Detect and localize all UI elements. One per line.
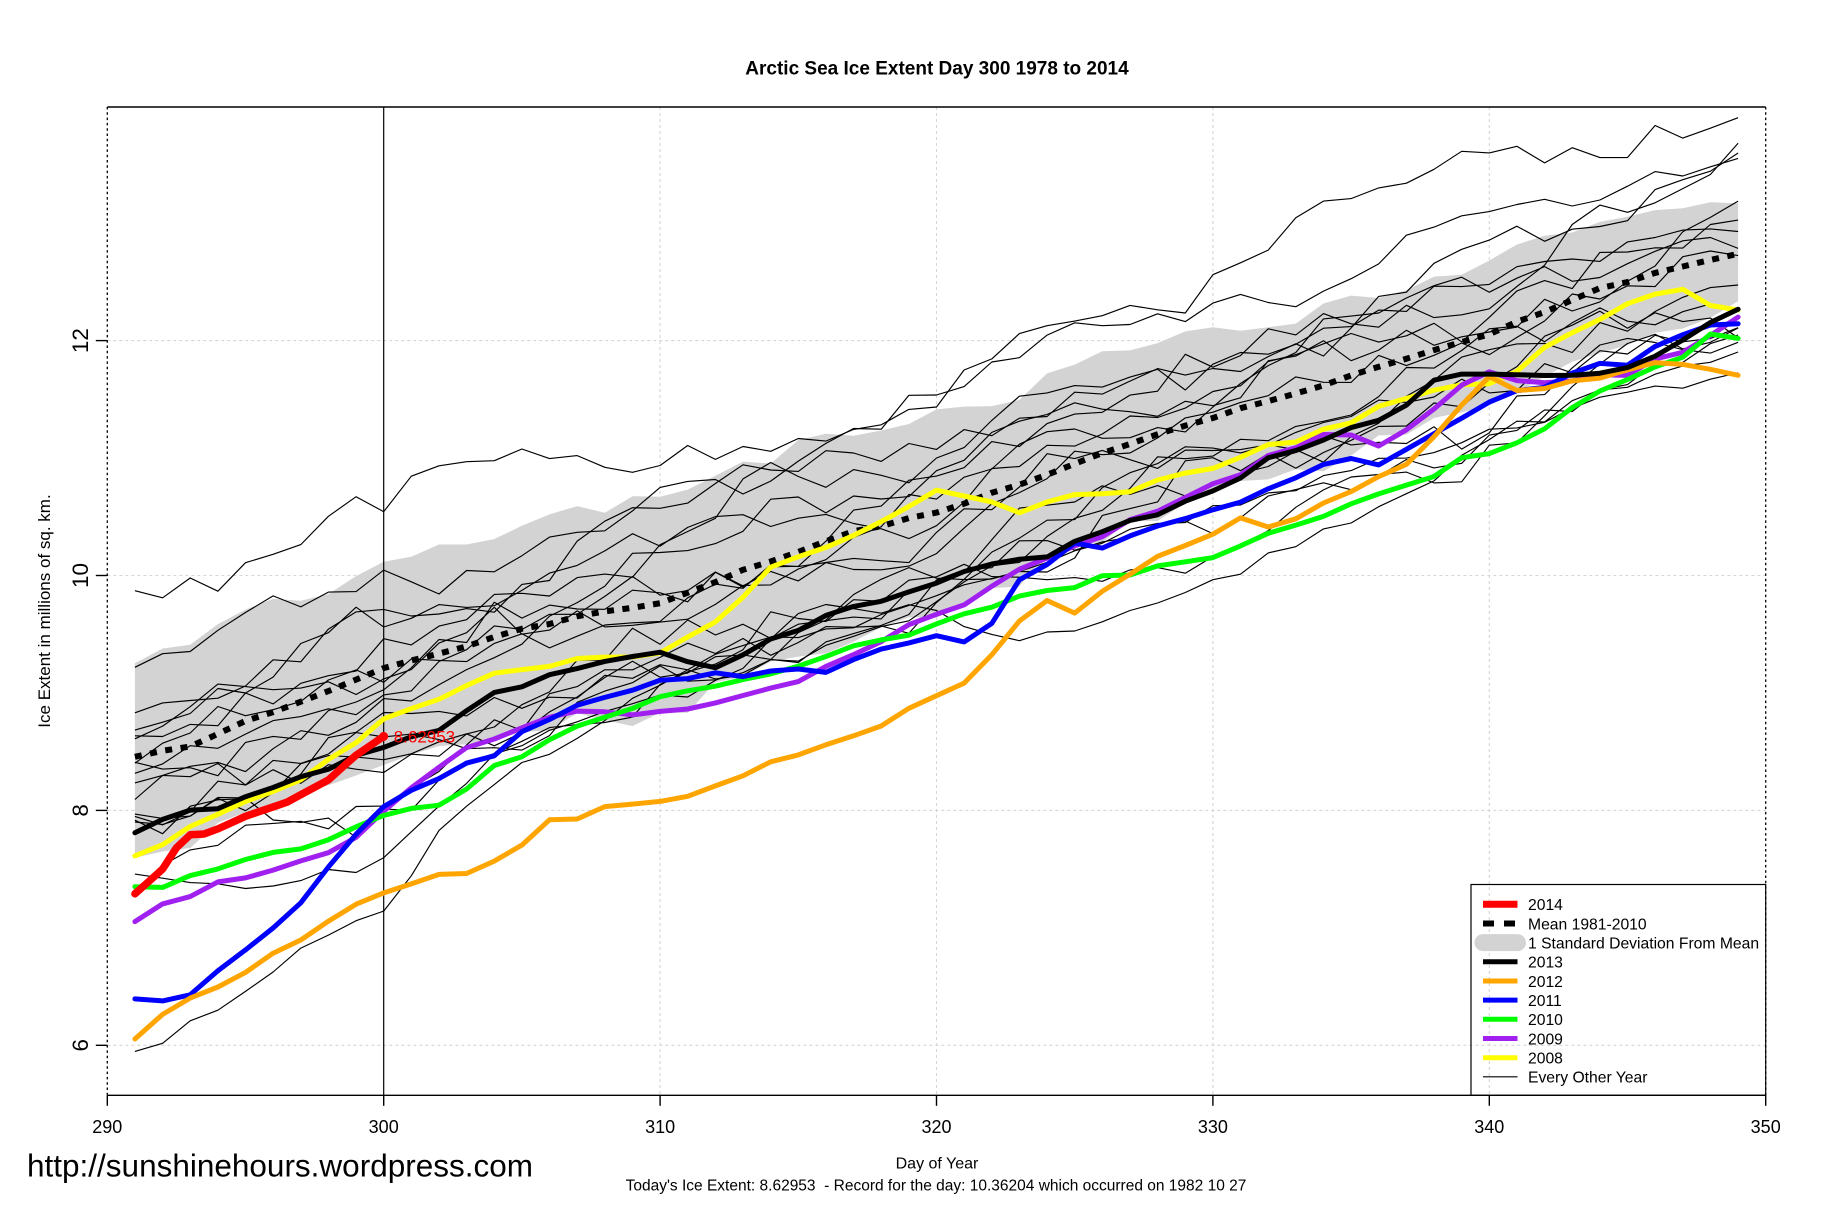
svg-text:http://sunshinehours.wordpress: http://sunshinehours.wordpress.com [27,1148,533,1184]
svg-text:2008: 2008 [1528,1051,1563,1068]
svg-text:12: 12 [68,328,93,353]
svg-text:320: 320 [921,1117,951,1137]
svg-text:2012: 2012 [1528,974,1563,991]
svg-text:Mean 1981-2010: Mean 1981-2010 [1528,916,1647,933]
svg-text:2011: 2011 [1528,993,1562,1010]
svg-text:10: 10 [68,563,93,588]
svg-text:290: 290 [92,1117,122,1137]
svg-text:Today's Ice Extent: 8.62953 -: Today's Ice Extent: 8.62953 - Record for… [626,1178,1247,1195]
svg-text:2010: 2010 [1528,1012,1563,1029]
svg-text:Day of Year: Day of Year [896,1156,979,1173]
svg-text:2014: 2014 [1528,897,1563,914]
svg-text:8: 8 [68,804,93,817]
svg-text:340: 340 [1474,1117,1504,1137]
svg-text:Every Other Year: Every Other Year [1528,1070,1647,1087]
svg-text:310: 310 [645,1117,675,1137]
svg-text:Ice Extent in millions of sq.: Ice Extent in millions of sq. km. [35,494,54,727]
svg-text:Arctic Sea Ice Extent Day 300: Arctic Sea Ice Extent Day 300 1978 to 20… [745,59,1129,80]
svg-text:300: 300 [369,1117,399,1137]
svg-text:350: 350 [1751,1117,1781,1137]
svg-text:2013: 2013 [1528,955,1563,972]
svg-text:6: 6 [68,1039,93,1052]
svg-text:2009: 2009 [1528,1031,1563,1048]
svg-text:8.62953: 8.62953 [394,727,455,746]
svg-text:1 Standard Deviation From Mean: 1 Standard Deviation From Mean [1528,935,1759,952]
svg-text:330: 330 [1198,1117,1228,1137]
